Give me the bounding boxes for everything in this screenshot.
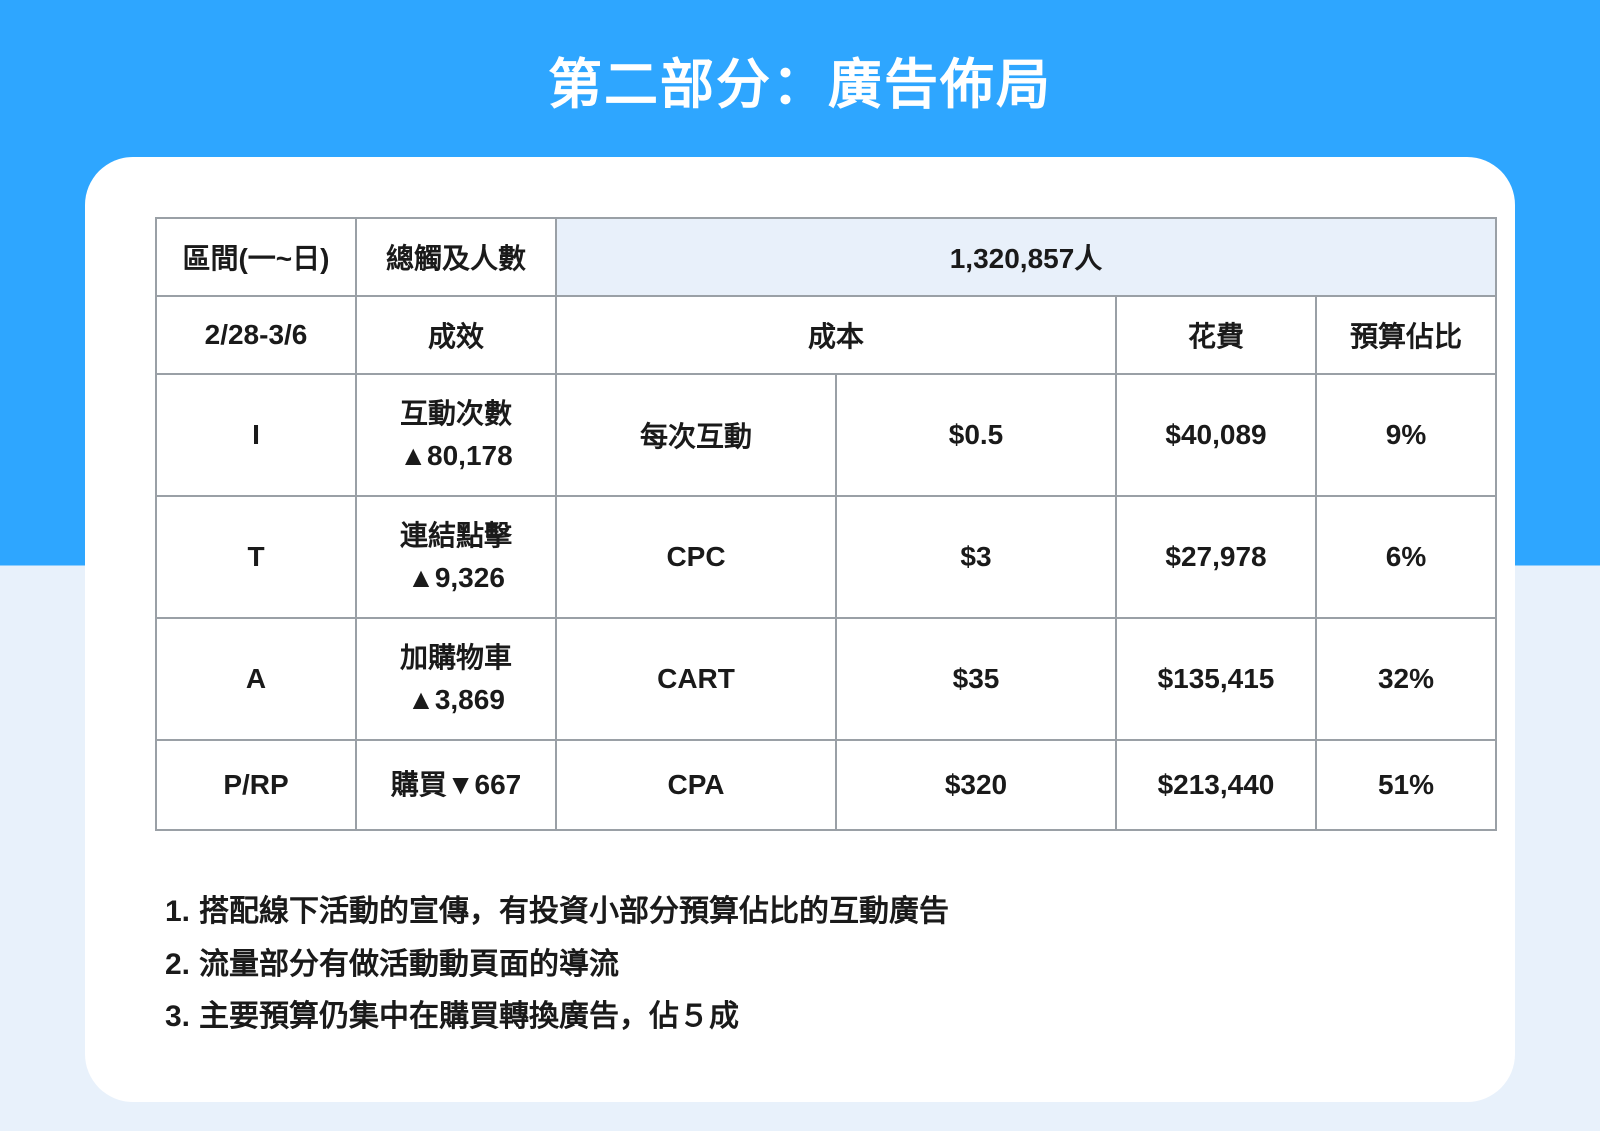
table-row-header2: 2/28-3/6 成效 成本 花費 預算佔比 [156, 296, 1496, 374]
metric-line1: 連結點擊 [400, 520, 512, 551]
row-metric: 互動次數 ▲80,178 [356, 374, 556, 496]
row-share: 6% [1316, 496, 1496, 618]
row-spend: $40,089 [1116, 374, 1316, 496]
note-item: 2.流量部分有做活動動頁面的導流 [165, 939, 1445, 992]
row-metric: 加購物車 ▲3,869 [356, 618, 556, 740]
row-spend: $135,415 [1116, 618, 1316, 740]
note-number: 2. [165, 939, 199, 992]
note-text: 流量部分有做活動動頁面的導流 [199, 939, 619, 992]
note-item: 3.主要預算仍集中在購買轉換廣告，佔５成 [165, 991, 1445, 1044]
row-code: P/RP [156, 740, 356, 830]
metric-line2: ▲3,869 [407, 684, 505, 715]
header-spend: 花費 [1116, 296, 1316, 374]
metric-line1: 加購物車 [400, 642, 512, 673]
table-row: I 互動次數 ▲80,178 每次互動 $0.5 $40,089 9% [156, 374, 1496, 496]
metric-line1: 購買▼667 [391, 769, 521, 800]
row-cost-value: $0.5 [836, 374, 1116, 496]
header-date: 2/28-3/6 [156, 296, 356, 374]
note-text: 主要預算仍集中在購買轉換廣告，佔５成 [199, 991, 739, 1044]
header-reach-value: 1,320,857人 [556, 218, 1496, 296]
metric-line1: 互動次數 [400, 398, 512, 429]
header-reach-label: 總觸及人數 [356, 218, 556, 296]
table-row: T 連結點擊 ▲9,326 CPC $3 $27,978 6% [156, 496, 1496, 618]
row-spend: $213,440 [1116, 740, 1316, 830]
row-code: A [156, 618, 356, 740]
row-cost-label: CPC [556, 496, 836, 618]
row-share: 32% [1316, 618, 1496, 740]
notes-list: 1.搭配線下活動的宣傳，有投資小部分預算佔比的互動廣告 2.流量部分有做活動動頁… [155, 886, 1445, 1044]
content-card: 區間(一~日) 總觸及人數 1,320,857人 2/28-3/6 成效 成本 … [85, 157, 1515, 1102]
header-interval: 區間(一~日) [156, 218, 356, 296]
row-cost-value: $3 [836, 496, 1116, 618]
row-share: 9% [1316, 374, 1496, 496]
ad-layout-table: 區間(一~日) 總觸及人數 1,320,857人 2/28-3/6 成效 成本 … [155, 217, 1497, 831]
page-title: 第二部分：廣告佈局 [0, 0, 1600, 157]
metric-line2: ▲9,326 [407, 562, 505, 593]
row-spend: $27,978 [1116, 496, 1316, 618]
row-cost-label: 每次互動 [556, 374, 836, 496]
note-number: 3. [165, 991, 199, 1044]
row-code: I [156, 374, 356, 496]
row-metric: 購買▼667 [356, 740, 556, 830]
table-row: A 加購物車 ▲3,869 CART $35 $135,415 32% [156, 618, 1496, 740]
row-cost-label: CART [556, 618, 836, 740]
table-row: P/RP 購買▼667 CPA $320 $213,440 51% [156, 740, 1496, 830]
metric-line2: ▲80,178 [399, 440, 512, 471]
row-cost-value: $320 [836, 740, 1116, 830]
note-item: 1.搭配線下活動的宣傳，有投資小部分預算佔比的互動廣告 [165, 886, 1445, 939]
header-share: 預算佔比 [1316, 296, 1496, 374]
note-text: 搭配線下活動的宣傳，有投資小部分預算佔比的互動廣告 [199, 886, 949, 939]
header-performance: 成效 [356, 296, 556, 374]
row-share: 51% [1316, 740, 1496, 830]
table-row-header1: 區間(一~日) 總觸及人數 1,320,857人 [156, 218, 1496, 296]
note-number: 1. [165, 886, 199, 939]
row-cost-value: $35 [836, 618, 1116, 740]
row-code: T [156, 496, 356, 618]
row-metric: 連結點擊 ▲9,326 [356, 496, 556, 618]
row-cost-label: CPA [556, 740, 836, 830]
header-cost: 成本 [556, 296, 1116, 374]
